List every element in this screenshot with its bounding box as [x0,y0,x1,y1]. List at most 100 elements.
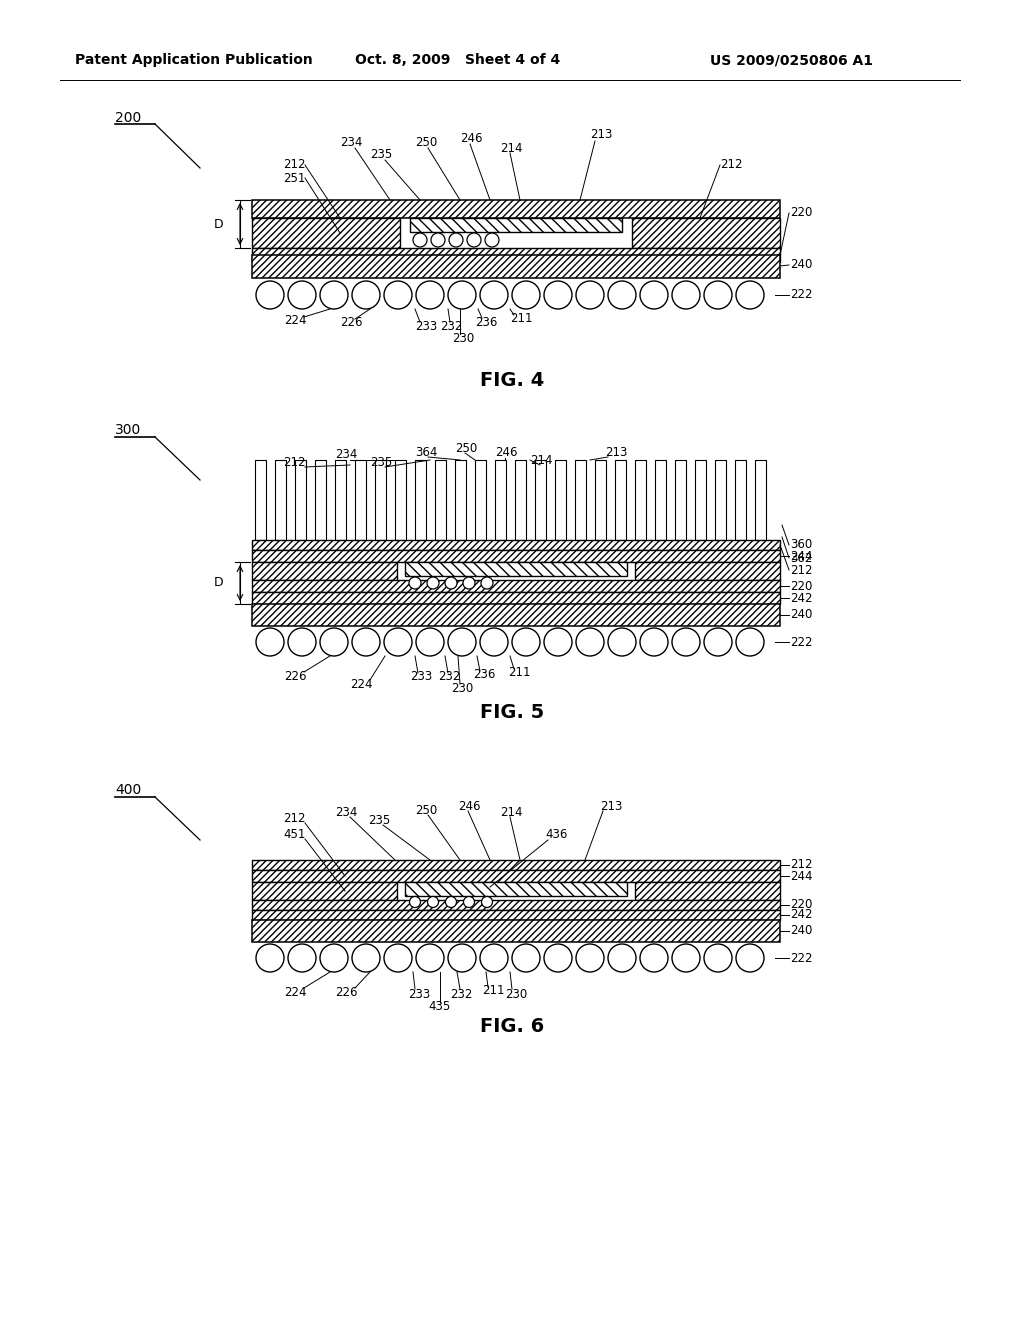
Circle shape [427,896,438,908]
Circle shape [256,281,284,309]
Text: 246: 246 [495,446,517,459]
Circle shape [467,234,481,247]
Bar [335,459,346,540]
Circle shape [288,628,316,656]
Circle shape [449,628,476,656]
Bar [252,550,780,562]
Circle shape [608,281,636,309]
Bar [252,540,780,550]
Text: 220: 220 [790,579,812,593]
Text: 250: 250 [415,804,437,817]
Bar [252,920,780,942]
Bar [755,459,766,540]
Bar [375,459,386,540]
Circle shape [640,944,668,972]
Circle shape [384,628,412,656]
Text: 232: 232 [438,671,461,684]
Text: 233: 233 [410,671,432,684]
Bar [275,459,286,540]
Circle shape [640,628,668,656]
Text: 242: 242 [790,908,812,921]
Text: 224: 224 [350,677,373,690]
Bar [255,459,266,540]
Text: 226: 226 [335,986,357,999]
Circle shape [449,234,463,247]
Text: 214: 214 [500,805,522,818]
Bar [252,579,780,591]
Text: 212: 212 [790,564,812,577]
Text: 220: 220 [790,899,812,912]
Text: 224: 224 [284,986,306,999]
Text: 451: 451 [283,828,305,841]
Bar [252,255,780,279]
Bar [415,459,426,540]
Circle shape [544,281,572,309]
Text: 213: 213 [590,128,612,141]
Circle shape [416,944,444,972]
Circle shape [512,628,540,656]
Bar [555,459,566,540]
Circle shape [736,944,764,972]
Circle shape [640,281,668,309]
Bar [410,218,622,232]
Circle shape [544,944,572,972]
Text: 211: 211 [510,312,532,325]
Bar [252,605,780,626]
Bar [635,882,780,900]
Circle shape [485,234,499,247]
Circle shape [544,628,572,656]
Text: 222: 222 [790,952,812,965]
Circle shape [672,281,700,309]
Circle shape [256,944,284,972]
Circle shape [608,944,636,972]
Circle shape [672,628,700,656]
Bar [355,459,366,540]
Text: Oct. 8, 2009   Sheet 4 of 4: Oct. 8, 2009 Sheet 4 of 4 [355,53,560,67]
Bar [406,882,627,896]
Text: 213: 213 [600,800,623,813]
Circle shape [288,944,316,972]
Text: Patent Application Publication: Patent Application Publication [75,53,312,67]
Bar [715,459,726,540]
Circle shape [512,944,540,972]
Text: 230: 230 [505,987,527,1001]
Text: 250: 250 [415,136,437,149]
Text: 244: 244 [790,549,812,562]
Bar [252,909,780,920]
Text: 236: 236 [473,668,496,681]
Circle shape [416,281,444,309]
Circle shape [481,896,493,908]
Text: 240: 240 [790,924,812,937]
Bar [695,459,706,540]
Bar [735,459,746,540]
Circle shape [672,944,700,972]
Bar [252,861,780,870]
Text: 234: 234 [340,136,362,149]
Circle shape [410,896,421,908]
Bar [395,459,406,540]
Text: FIG. 4: FIG. 4 [480,371,544,389]
Text: 235: 235 [368,813,390,826]
Circle shape [288,281,316,309]
Circle shape [431,234,445,247]
Circle shape [464,896,474,908]
Circle shape [512,281,540,309]
Bar [252,870,780,882]
Text: 232: 232 [450,987,472,1001]
Text: 251: 251 [283,172,305,185]
Circle shape [352,944,380,972]
Text: 246: 246 [460,132,482,144]
Text: 234: 234 [335,805,357,818]
Circle shape [449,281,476,309]
Circle shape [575,944,604,972]
Bar [252,591,780,605]
Text: 226: 226 [340,315,362,329]
Text: 200: 200 [115,111,141,125]
Bar [406,562,627,576]
Text: 232: 232 [440,319,463,333]
Text: 212: 212 [790,858,812,871]
Text: 234: 234 [335,449,357,462]
Text: FIG. 6: FIG. 6 [480,1016,544,1035]
Circle shape [481,577,493,589]
Bar [635,562,780,579]
